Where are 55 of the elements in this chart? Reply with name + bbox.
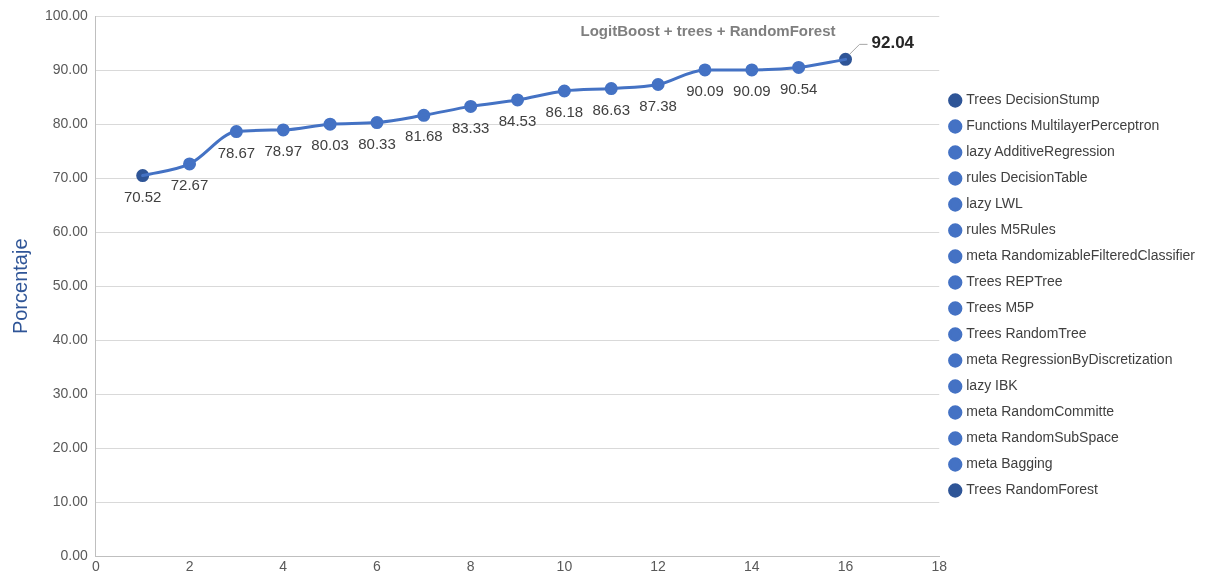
legend-label: lazy IBK bbox=[966, 377, 1019, 394]
legend-label: Trees RandomTree bbox=[966, 325, 1087, 342]
legend-label: meta Bagging bbox=[966, 455, 1053, 472]
data-label: 92.04 bbox=[871, 33, 915, 53]
x-tick-label: 6 bbox=[373, 558, 382, 575]
legend-label: Trees DecisionStump bbox=[966, 91, 1100, 108]
y-tick-label: 10.00 bbox=[52, 493, 89, 510]
legend-label: meta RandomizableFilteredClassifier bbox=[966, 247, 1196, 264]
y-tick-label: 0.00 bbox=[60, 547, 89, 564]
y-tick-label: 80.00 bbox=[52, 115, 89, 132]
y-tick-label: 20.00 bbox=[52, 439, 89, 456]
y-tick-label: 100.00 bbox=[44, 7, 89, 24]
data-label: 84.53 bbox=[498, 112, 537, 130]
y-tick-label: 60.00 bbox=[52, 223, 89, 240]
data-label: 90.54 bbox=[779, 79, 818, 97]
data-label: 78.97 bbox=[264, 142, 303, 160]
x-tick-label: 14 bbox=[744, 558, 760, 575]
data-label: 80.03 bbox=[311, 136, 349, 154]
legend-label: meta RandomCommitte bbox=[966, 403, 1115, 420]
legend-label: Functions MultilayerPerceptron bbox=[966, 117, 1160, 134]
data-label: 78.67 bbox=[217, 143, 256, 161]
x-tick-label: 16 bbox=[837, 558, 854, 575]
x-tick-label: 4 bbox=[279, 558, 288, 575]
legend-label: Trees REPTree bbox=[966, 273, 1063, 290]
annotation: LogitBoost + trees + RandomForest bbox=[580, 21, 836, 39]
data-label: 80.33 bbox=[358, 134, 396, 152]
legend-label: lazy AdditiveRegression bbox=[966, 143, 1115, 160]
legend-label: meta RandomSubSpace bbox=[966, 429, 1119, 446]
y-axis-title: Porcentaje bbox=[8, 238, 31, 335]
x-tick-label: 0 bbox=[91, 558, 100, 575]
data-label: 83.33 bbox=[451, 118, 490, 136]
x-tick-label: 18 bbox=[931, 558, 948, 575]
data-label: 87.38 bbox=[639, 96, 677, 114]
legend-label: meta RegressionByDiscretization bbox=[966, 351, 1173, 368]
x-tick-label: 12 bbox=[650, 558, 667, 575]
y-tick-label: 70.00 bbox=[52, 169, 89, 186]
legend-label: lazy LWL bbox=[966, 195, 1023, 212]
y-tick-label: 50.00 bbox=[52, 277, 89, 294]
data-label: 70.52 bbox=[123, 187, 162, 205]
legend-label: rules M5Rules bbox=[966, 221, 1056, 238]
y-tick-label: 90.00 bbox=[52, 61, 89, 78]
legend-label: rules DecisionTable bbox=[966, 169, 1088, 186]
legend-label: Trees RandomForest bbox=[966, 481, 1099, 498]
data-label: 86.18 bbox=[545, 103, 584, 121]
data-label: 90.09 bbox=[686, 82, 724, 100]
legend-label: Trees M5P bbox=[966, 299, 1035, 316]
data-label: 81.68 bbox=[405, 127, 443, 145]
x-tick-label: 2 bbox=[185, 558, 194, 575]
data-label: 72.67 bbox=[170, 176, 209, 194]
y-tick-label: 30.00 bbox=[52, 385, 89, 402]
x-tick-label: 10 bbox=[556, 558, 573, 575]
x-tick-label: 8 bbox=[466, 558, 475, 575]
y-tick-label: 40.00 bbox=[52, 331, 89, 348]
data-label: 86.63 bbox=[592, 100, 631, 118]
data-label: 90.09 bbox=[733, 82, 771, 100]
